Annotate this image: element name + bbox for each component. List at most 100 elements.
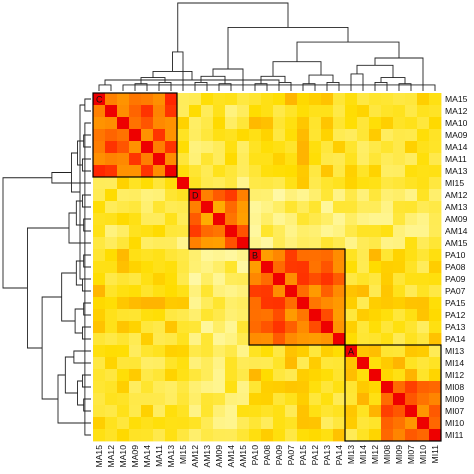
heatmap-cell	[225, 249, 238, 262]
heatmap-cell	[345, 105, 358, 118]
heatmap-cell	[429, 177, 442, 190]
row-label: MA10	[445, 118, 468, 128]
col-label: MA12	[106, 445, 116, 468]
heatmap-cell	[141, 369, 154, 382]
heatmap-cell	[405, 129, 418, 142]
heatmap-cell	[345, 261, 358, 274]
heatmap-cell	[429, 381, 442, 394]
heatmap-cell	[429, 93, 442, 106]
heatmap-cell	[129, 357, 142, 370]
heatmap-cell	[357, 333, 370, 346]
heatmap-cell	[261, 213, 274, 226]
heatmap-cell	[177, 189, 190, 202]
heatmap-cell	[357, 129, 370, 142]
col-label: PA10	[250, 445, 260, 466]
heatmap-cell	[381, 249, 394, 262]
dendrogram-branch	[83, 398, 91, 412]
heatmap-cell	[93, 417, 106, 430]
col-label: AM13	[202, 445, 212, 468]
heatmap-cell	[177, 309, 190, 322]
heatmap-cell	[177, 345, 190, 358]
heatmap-cell	[357, 321, 370, 334]
heatmap-cell	[297, 165, 310, 178]
heatmap-cell	[141, 429, 154, 442]
heatmap-cell	[429, 369, 442, 382]
heatmap-cell	[273, 369, 286, 382]
heatmap-cell	[201, 333, 214, 346]
heatmap-cell	[237, 177, 250, 190]
heatmap-cell	[261, 117, 274, 130]
dendrogram-branch	[70, 152, 80, 193]
heatmap-cell	[417, 213, 430, 226]
dendrogram-branch	[158, 81, 172, 91]
heatmap-cell	[153, 309, 166, 322]
heatmap-cell	[177, 141, 190, 154]
dendrogram-branch	[152, 70, 193, 80]
heatmap-cell	[405, 381, 418, 394]
heatmap-cell	[225, 129, 238, 142]
heatmap-cell	[393, 117, 406, 130]
heatmap-cell	[309, 369, 322, 382]
heatmap-cell	[249, 153, 262, 166]
heatmap-cell	[357, 273, 370, 286]
heatmap-cell	[345, 309, 358, 322]
heatmap-cell	[309, 141, 322, 154]
heatmap-cell	[285, 381, 298, 394]
heatmap-cell	[177, 417, 190, 430]
heatmap-cell	[297, 213, 310, 226]
heatmap-cell	[393, 189, 406, 202]
heatmap-cell	[381, 273, 394, 286]
heatmap-cell	[273, 237, 286, 250]
heatmap-cell	[309, 345, 322, 358]
heatmap-cell	[225, 213, 238, 226]
row-label: AM09	[445, 214, 468, 224]
heatmap-cell	[213, 165, 226, 178]
row-label: PA10	[445, 250, 466, 260]
heatmap-cell	[261, 405, 274, 418]
heatmap-cell	[273, 117, 286, 130]
heatmap-cell	[429, 213, 442, 226]
heatmap-cell	[273, 213, 286, 226]
heatmap-cell	[321, 417, 334, 430]
heatmap-cell	[417, 405, 430, 418]
heatmap-cell	[309, 393, 322, 406]
heatmap-cell	[273, 381, 286, 394]
heatmap-cell	[321, 345, 334, 358]
heatmap-cell	[141, 357, 154, 370]
heatmap-cell	[117, 381, 130, 394]
heatmap-cell	[129, 285, 142, 298]
heatmap-cell	[117, 249, 130, 262]
heatmap-cell	[225, 369, 238, 382]
heatmap-cells	[93, 93, 442, 442]
heatmap-cell	[249, 117, 262, 130]
heatmap-cell	[141, 273, 154, 286]
heatmap-cell	[285, 261, 298, 274]
heatmap-cell	[249, 405, 262, 418]
heatmap-cell	[225, 225, 238, 238]
dendrogram-branch	[104, 79, 280, 85]
heatmap-cell	[237, 357, 250, 370]
heatmap-cell	[237, 165, 250, 178]
row-label: MI10	[445, 418, 464, 428]
heatmap-cell	[189, 165, 202, 178]
heatmap-cell	[153, 201, 166, 214]
heatmap-cell	[273, 165, 286, 178]
heatmap-cell	[117, 273, 130, 286]
dendrogram-branch	[356, 64, 394, 78]
heatmap-cell	[321, 237, 334, 250]
heatmap-cell	[285, 93, 298, 106]
heatmap-cell	[237, 321, 250, 334]
dendrogram-branch	[83, 218, 91, 232]
heatmap-cell	[129, 201, 142, 214]
heatmap-cell	[261, 129, 274, 142]
heatmap-cell	[321, 117, 334, 130]
heatmap-cell	[93, 177, 106, 190]
heatmap-cell	[141, 93, 154, 106]
dendrogram-branch	[177, 2, 289, 52]
heatmap-cell	[117, 417, 130, 430]
heatmap-cell	[429, 345, 442, 358]
dendrogram-branch	[73, 350, 91, 364]
heatmap-cell	[309, 93, 322, 106]
heatmap-cell	[321, 225, 334, 238]
heatmap-cell	[261, 225, 274, 238]
